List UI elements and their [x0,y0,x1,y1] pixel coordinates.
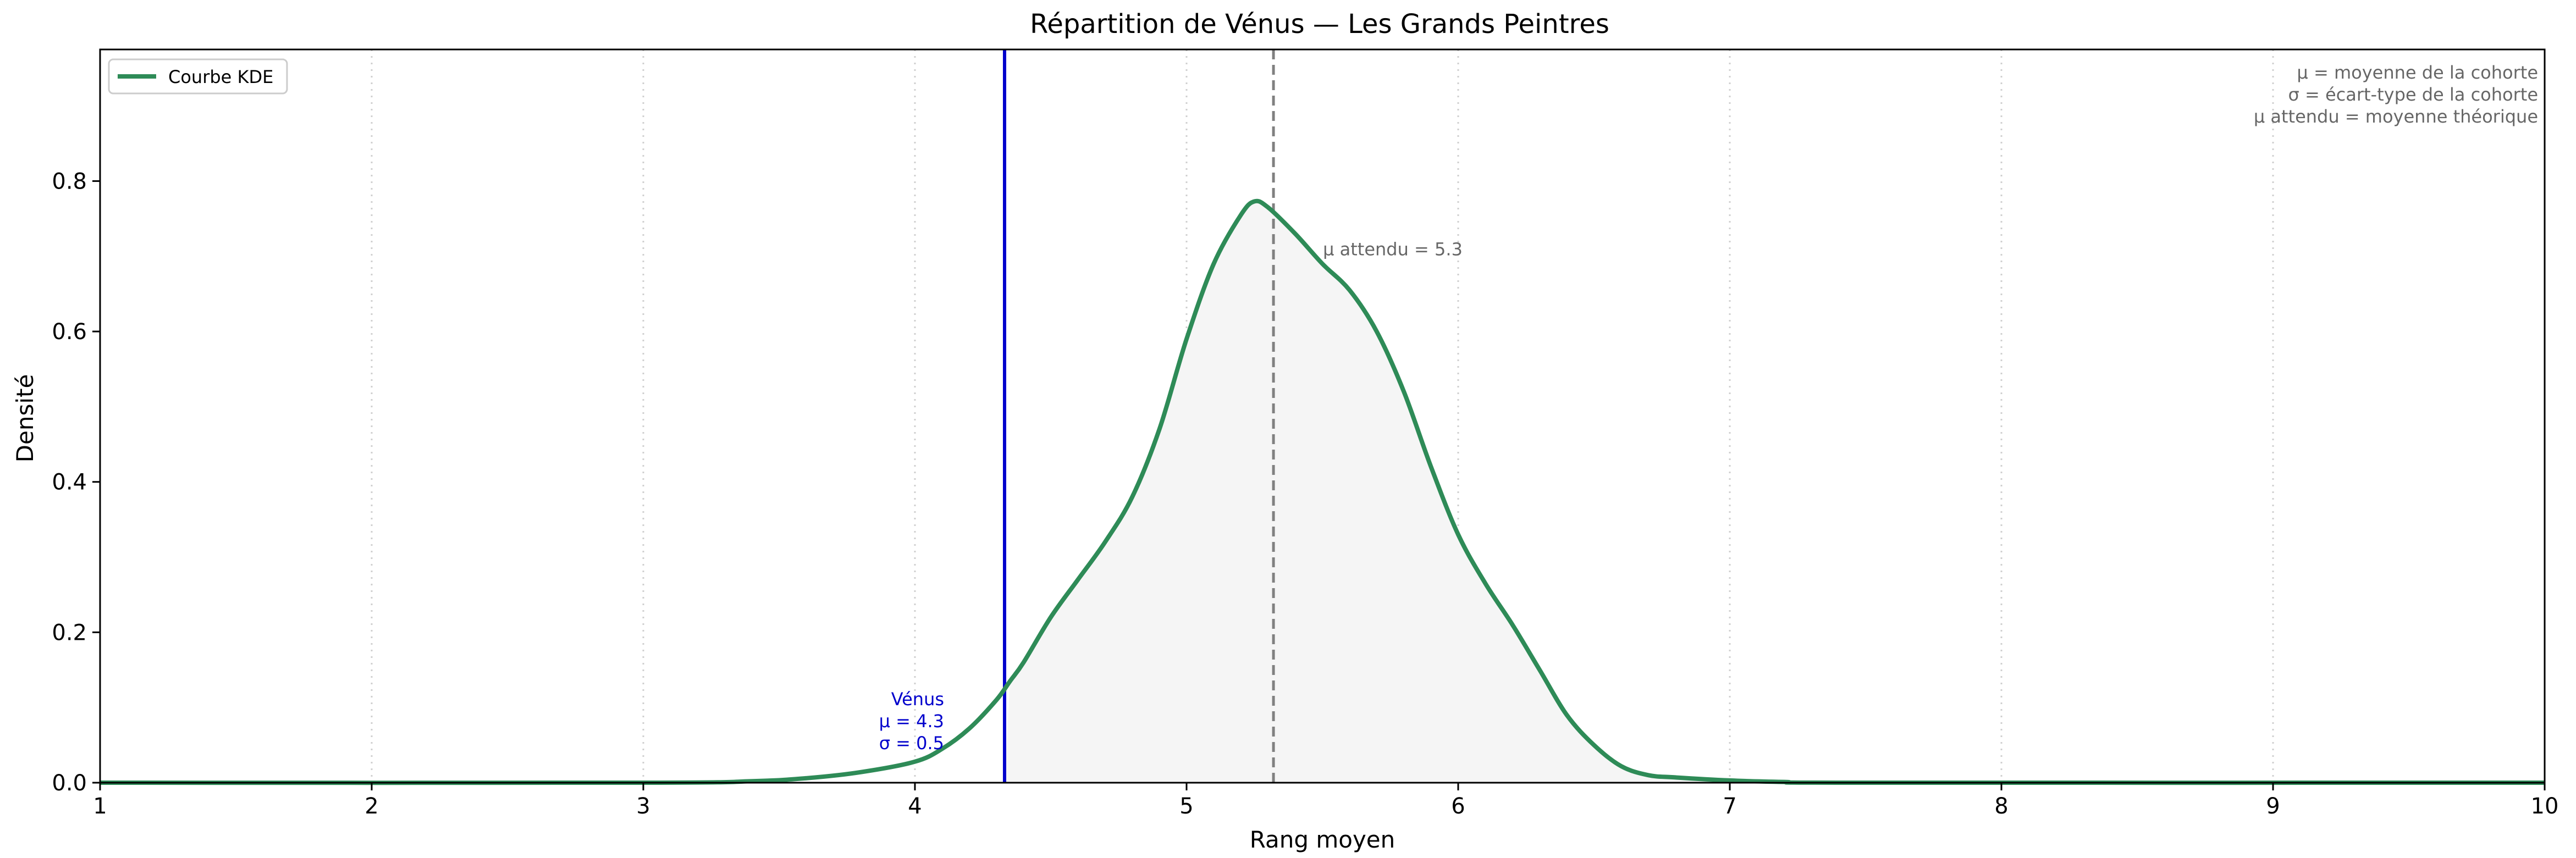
venus-std-label: σ = 0.5 [879,733,944,754]
x-tick-label-3: 3 [636,794,650,819]
x-tick-label-7: 7 [1723,794,1736,819]
y-axis-label: Densité [12,374,38,463]
legend: Courbe KDE [108,58,288,95]
x-tick-label-6: 6 [1451,794,1465,819]
legend-box [108,58,288,95]
x-axis-label: Rang moyen [1250,826,1395,853]
x-tick-label-9: 9 [2266,794,2280,819]
y-tick-label-1: 0.2 [52,620,87,645]
venus-annotation: Vénus μ = 4.3 σ = 0.5 [879,689,944,754]
y-tick-label-2: 0.4 [52,470,87,495]
x-tick-label-2: 2 [365,794,378,819]
expected-mean-label: μ attendu = 5.3 [1323,239,1463,260]
y-tick-label-3: 0.6 [52,319,87,345]
plot-frame [99,48,2546,784]
kde-curve-line [100,198,2545,785]
legend-entry-kde: Courbe KDE [168,67,273,87]
venus-name-label: Vénus [891,689,944,710]
note-line-std: σ = écart-type de la cohorte [2288,84,2539,105]
x-tick-label-10: 10 [2531,794,2559,819]
y-axis-ticks: 0.0 0.2 0.4 0.6 0.8 [52,169,100,796]
x-tick-label-5: 5 [1179,794,1193,819]
note-line-expected: μ attendu = moyenne théorique [2254,106,2538,127]
x-axis-ticks: 1 2 3 4 5 6 7 8 9 10 [93,783,2558,819]
x-tick-label-1: 1 [93,794,107,819]
y-tick-label-0: 0.0 [52,771,87,796]
chart-title: Répartition de Vénus — Les Grands Peintr… [1030,9,1609,40]
explanation-note: μ = moyenne de la cohorte σ = écart-type… [2254,62,2538,127]
x-tick-label-4: 4 [908,794,922,819]
reference-lines [1003,49,1275,783]
y-tick-label-4: 0.8 [52,169,87,194]
note-line-mean: μ = moyenne de la cohorte [2297,62,2538,83]
kde-fill-area [1005,201,2545,783]
venus-mean-label: μ = 4.3 [879,711,944,732]
x-tick-label-8: 8 [1994,794,2008,819]
